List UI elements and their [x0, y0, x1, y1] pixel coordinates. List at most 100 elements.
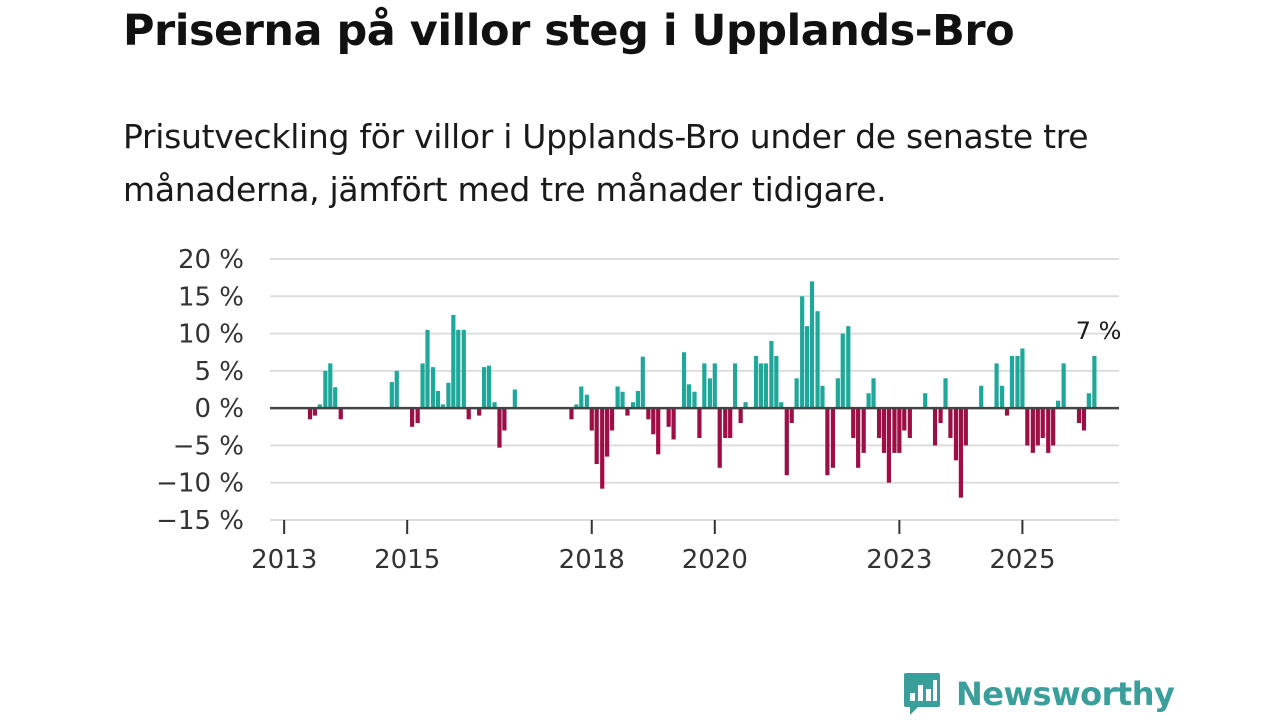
bar	[820, 385, 825, 409]
bar	[1046, 408, 1051, 453]
bar	[646, 408, 651, 420]
bar	[728, 408, 733, 438]
bar	[594, 408, 599, 465]
bar	[1076, 408, 1082, 424]
bar	[666, 408, 671, 427]
bar	[1030, 408, 1035, 453]
bar	[446, 382, 451, 409]
x-tick-label: 2025	[989, 545, 1055, 575]
bar	[733, 363, 738, 409]
bar	[512, 389, 517, 409]
bar	[323, 370, 328, 409]
bar	[420, 363, 425, 409]
bar	[697, 408, 702, 438]
bar	[800, 296, 805, 409]
bar	[312, 408, 318, 416]
bar	[763, 363, 768, 409]
bar	[686, 384, 692, 409]
bar	[497, 408, 502, 448]
bar	[440, 404, 445, 409]
bar	[451, 314, 456, 409]
chart-title: Priserna på villor steg i Upplands-Bro	[123, 6, 1015, 56]
bar	[609, 408, 615, 431]
bar	[902, 408, 907, 431]
bar	[784, 408, 789, 476]
bar	[886, 408, 892, 483]
x-tick-label: 2015	[374, 545, 440, 575]
bar	[994, 363, 999, 409]
bar	[846, 326, 851, 409]
brand-name: Newsworthy	[956, 675, 1175, 713]
bar	[943, 378, 948, 409]
bar	[625, 408, 630, 416]
bar	[861, 408, 866, 453]
bar	[717, 408, 722, 468]
bar	[338, 408, 343, 420]
bar	[1081, 408, 1087, 431]
bar	[738, 408, 743, 424]
bar	[502, 408, 507, 431]
bar	[948, 408, 953, 438]
x-tick-label: 2018	[559, 545, 625, 575]
y-tick-label: 5 %	[194, 357, 244, 387]
bar	[1051, 408, 1056, 446]
bar	[651, 408, 656, 435]
bar	[876, 408, 882, 438]
y-tick-label: −15 %	[156, 506, 244, 536]
bar	[430, 367, 436, 409]
last-value-label: 7 %	[1076, 317, 1122, 345]
grid-lines	[270, 258, 1119, 521]
bar	[809, 281, 815, 409]
y-tick-label: 0 %	[194, 394, 244, 424]
bar	[723, 408, 728, 438]
bar	[753, 355, 759, 409]
bar	[394, 370, 399, 409]
y-axis: 20 % 15 % 10 % 5 % 0 % −5 % −10 % −15 %	[156, 245, 244, 536]
y-tick-label: 15 %	[178, 282, 244, 312]
bar	[979, 385, 984, 409]
bar	[758, 363, 764, 409]
bar-series	[307, 281, 1097, 498]
bar	[958, 408, 963, 498]
bar	[1000, 385, 1005, 409]
bar	[835, 378, 840, 409]
bar	[871, 378, 876, 409]
bar	[804, 326, 810, 409]
bar	[671, 408, 676, 440]
bar	[630, 402, 636, 409]
bar	[1055, 400, 1061, 409]
bar	[743, 402, 748, 409]
bar	[1009, 355, 1015, 409]
bar	[789, 408, 794, 424]
bar	[681, 352, 687, 409]
y-tick-label: 20 %	[178, 245, 244, 275]
bar	[579, 386, 584, 409]
bar	[435, 390, 441, 409]
bar	[600, 408, 605, 489]
chart-subtitle: Prisutveckling för villor i Upplands-Bro…	[123, 117, 1089, 209]
x-tick-label: 2020	[682, 545, 748, 575]
bar	[830, 408, 836, 468]
bar	[620, 391, 625, 409]
bar	[425, 329, 430, 409]
bar	[779, 402, 784, 409]
bar	[456, 329, 461, 409]
y-tick-label: −10 %	[156, 469, 244, 499]
bar	[938, 408, 943, 424]
bar	[953, 408, 959, 461]
bar	[635, 390, 640, 409]
bar	[840, 333, 845, 409]
brand-logo: Newsworthy	[902, 670, 1175, 718]
bar	[866, 393, 871, 409]
bar	[569, 408, 574, 420]
bar	[692, 391, 697, 409]
y-tick-label: 10 %	[178, 320, 244, 350]
bar	[707, 378, 712, 409]
bar	[825, 408, 830, 476]
bar	[774, 355, 779, 409]
bar	[856, 408, 861, 468]
x-tick-label: 2013	[251, 545, 317, 575]
bar	[1092, 355, 1097, 409]
bar	[1061, 363, 1066, 409]
